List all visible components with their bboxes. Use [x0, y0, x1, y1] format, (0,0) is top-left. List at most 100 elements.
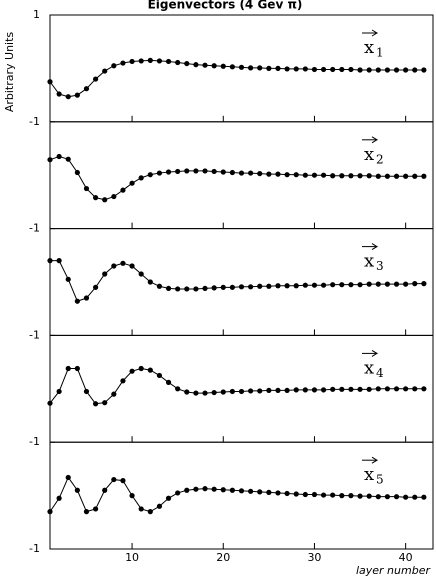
panel-label-subscript: 4: [376, 366, 384, 380]
data-point: [238, 488, 245, 494]
data-point: [165, 58, 172, 65]
data-point: [366, 386, 372, 392]
data-point: [156, 503, 163, 509]
data-point: [375, 67, 381, 73]
data-point: [248, 488, 254, 494]
data-point: [129, 58, 135, 65]
data-point: [393, 67, 400, 73]
data-point: [120, 378, 126, 384]
data-point: [238, 64, 245, 70]
data-point: [375, 386, 381, 392]
vector-arrow-head: [371, 349, 378, 357]
x-tick-label: 10: [125, 551, 139, 564]
data-point: [120, 260, 126, 266]
panel-label: x: [364, 357, 374, 378]
panel-label: x: [364, 144, 374, 165]
data-point: [275, 490, 281, 496]
data-point: [366, 67, 372, 73]
data-point: [47, 400, 53, 406]
data-point: [74, 92, 80, 98]
vector-arrow-head: [371, 456, 378, 464]
data-point: [357, 282, 363, 288]
data-point: [202, 62, 208, 68]
data-point: [330, 282, 336, 288]
data-point: [330, 492, 336, 498]
data-point: [92, 506, 99, 512]
data-point: [83, 86, 90, 92]
data-point: [393, 281, 400, 287]
data-point: [330, 66, 336, 73]
data-point: [375, 494, 381, 500]
data-point: [421, 173, 427, 179]
data-point: [293, 172, 299, 178]
data-point: [302, 491, 308, 498]
data-point: [412, 494, 418, 500]
vector-arrow-head: [371, 243, 378, 251]
data-point: [412, 67, 418, 73]
data-point: [412, 386, 418, 392]
series-line: [49, 59, 424, 98]
data-point: [348, 173, 354, 179]
data-point: [220, 284, 226, 290]
data-point: [348, 386, 354, 392]
data-point: [257, 170, 263, 177]
data-point: [65, 474, 71, 481]
data-point: [339, 66, 345, 73]
data-point: [56, 258, 62, 264]
data-point: [293, 491, 299, 497]
data-point: [357, 386, 363, 392]
data-point: [193, 390, 199, 396]
data-point: [357, 493, 363, 499]
panel-label-subscript: 5: [376, 473, 384, 487]
data-point: [129, 180, 135, 186]
data-point: [384, 173, 391, 179]
data-point: [421, 494, 427, 500]
x-tick-label: 30: [307, 551, 321, 564]
data-point: [156, 372, 163, 379]
data-point: [184, 389, 190, 395]
data-point: [266, 171, 272, 177]
data-point: [284, 172, 290, 178]
data-point: [111, 476, 117, 483]
data-point: [403, 494, 409, 500]
data-point: [102, 487, 108, 493]
panel-label: x: [364, 37, 374, 58]
data-point: [248, 284, 254, 290]
data-point: [366, 173, 372, 179]
data-point: [193, 62, 199, 68]
data-point: [175, 490, 181, 496]
data-point: [284, 283, 290, 289]
data-point: [111, 391, 117, 397]
data-point: [257, 65, 263, 71]
data-point: [165, 169, 172, 175]
data-point: [320, 66, 327, 73]
data-point: [384, 386, 391, 392]
data-point: [120, 60, 126, 66]
data-point: [393, 173, 400, 179]
data-point: [211, 168, 217, 175]
data-point: [302, 66, 308, 72]
data-point: [330, 173, 336, 179]
data-point: [193, 486, 199, 492]
data-point: [403, 386, 409, 392]
data-point: [156, 58, 163, 64]
data-point: [311, 282, 318, 288]
data-point: [211, 486, 217, 492]
data-point: [147, 279, 153, 285]
chart-title: Eigenvectors (4 Gev π): [148, 0, 303, 12]
data-point: [311, 491, 318, 498]
data-point: [202, 168, 208, 174]
panel-label-subscript: 2: [376, 152, 384, 166]
data-point: [83, 295, 90, 301]
data-point: [357, 67, 363, 73]
data-point: [248, 388, 254, 394]
data-point: [302, 282, 308, 288]
data-point: [111, 63, 117, 69]
data-point: [92, 284, 99, 290]
y-tick-label: -1: [29, 115, 40, 128]
data-point: [92, 195, 99, 201]
data-point: [275, 65, 281, 71]
data-point: [202, 390, 208, 396]
data-point: [102, 400, 108, 406]
data-point: [320, 492, 327, 498]
